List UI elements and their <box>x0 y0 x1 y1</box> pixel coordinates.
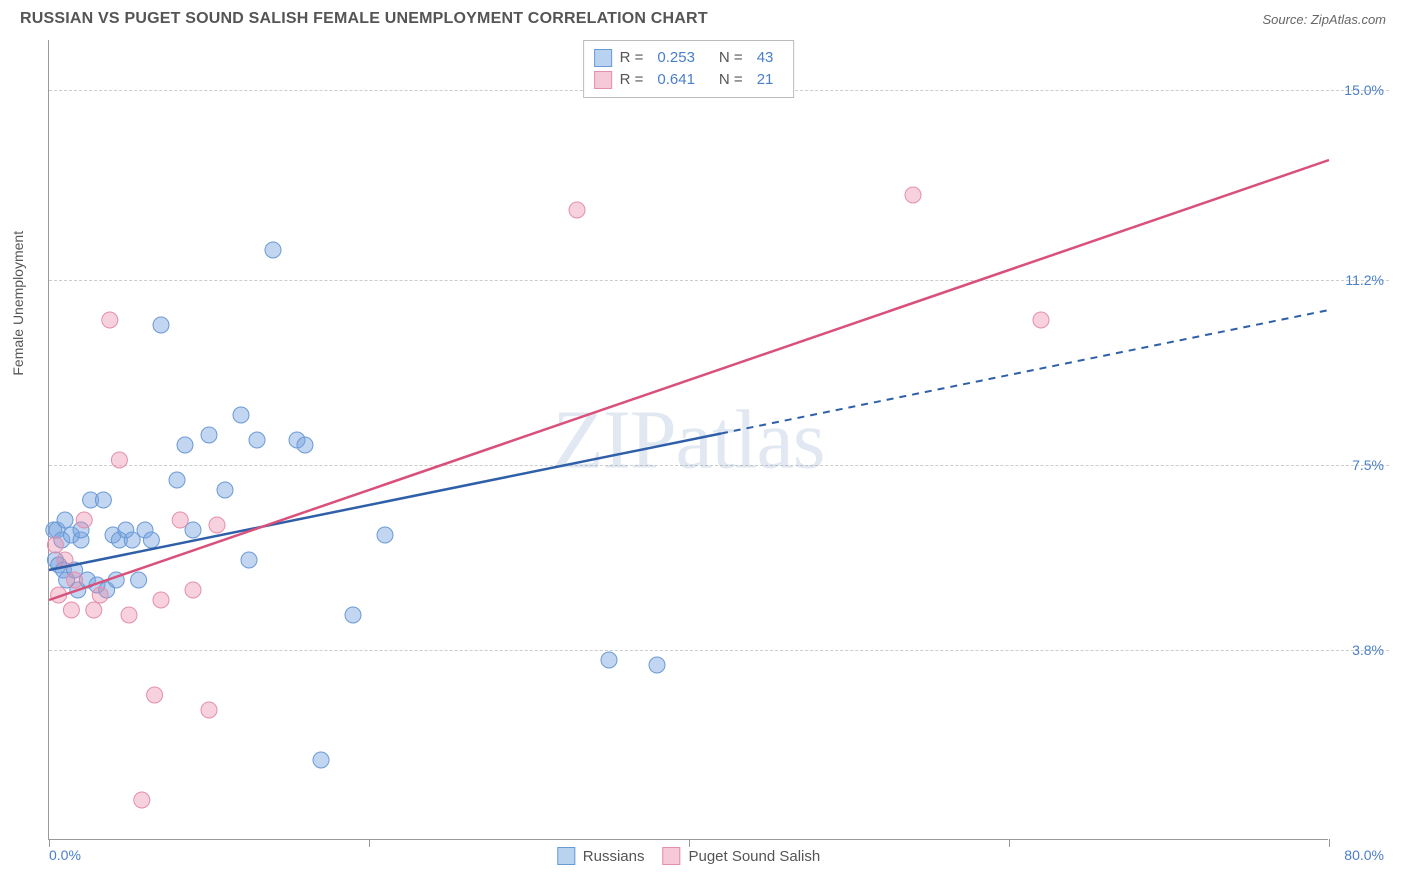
trend-line-dashed <box>721 310 1329 434</box>
scatter-point <box>297 437 313 453</box>
scatter-point <box>649 657 665 673</box>
scatter-point <box>313 752 329 768</box>
r-value: 0.641 <box>657 69 695 91</box>
legend-item: Puget Sound Salish <box>662 847 820 865</box>
x-axis-min-label: 0.0% <box>49 847 81 863</box>
scatter-point <box>76 512 92 528</box>
chart-source: Source: ZipAtlas.com <box>1262 12 1386 27</box>
n-label: N = <box>719 47 743 69</box>
scatter-point <box>67 572 83 588</box>
chart-header: RUSSIAN VS PUGET SOUND SALISH FEMALE UNE… <box>0 0 1406 34</box>
scatter-svg <box>49 40 1329 840</box>
scatter-point <box>233 407 249 423</box>
legend-item: Russians <box>557 847 645 865</box>
scatter-point <box>147 687 163 703</box>
plot-area: 3.8%7.5%11.2%15.0% ZIPatlas R =0.253N =4… <box>48 40 1328 840</box>
scatter-point <box>241 552 257 568</box>
scatter-point <box>169 472 185 488</box>
trend-line <box>49 434 721 571</box>
scatter-point <box>86 602 102 618</box>
chart-title: RUSSIAN VS PUGET SOUND SALISH FEMALE UNE… <box>20 10 708 28</box>
x-tick <box>1009 839 1010 847</box>
scatter-point <box>153 317 169 333</box>
scatter-point <box>111 452 127 468</box>
scatter-point <box>265 242 281 258</box>
scatter-point <box>57 512 73 528</box>
scatter-point <box>47 537 63 553</box>
scatter-point <box>377 527 393 543</box>
r-label: R = <box>620 69 644 91</box>
scatter-point <box>177 437 193 453</box>
scatter-point <box>63 602 79 618</box>
scatter-point <box>345 607 361 623</box>
legend-stats-box: R = 0.253 N = 43 R = 0.641 N = 21 <box>583 40 795 98</box>
scatter-point <box>102 312 118 328</box>
x-tick <box>689 839 690 847</box>
x-tick <box>49 839 50 847</box>
legend-swatch <box>557 847 575 865</box>
legend-stat-row: R = 0.253 N = 43 <box>594 47 780 69</box>
n-value: 43 <box>757 47 774 69</box>
y-axis-label: 3.8% <box>1352 642 1384 658</box>
y-axis-label: 7.5% <box>1352 457 1384 473</box>
scatter-point <box>201 427 217 443</box>
y-axis-label: 15.0% <box>1344 82 1384 98</box>
x-tick <box>369 839 370 847</box>
legend-label: Puget Sound Salish <box>688 848 820 865</box>
trend-line <box>49 160 1329 600</box>
legend-swatch <box>594 49 612 67</box>
legend-label: Russians <box>583 848 645 865</box>
scatter-point <box>92 587 108 603</box>
legend-swatch <box>662 847 680 865</box>
scatter-point <box>209 517 225 533</box>
scatter-point <box>131 572 147 588</box>
legend-swatch <box>594 71 612 89</box>
scatter-point <box>905 187 921 203</box>
scatter-point <box>134 792 150 808</box>
x-axis-max-label: 80.0% <box>1344 847 1384 863</box>
x-tick <box>1329 839 1330 847</box>
scatter-point <box>143 532 159 548</box>
scatter-point <box>95 492 111 508</box>
y-axis-title: Female Unemployment <box>10 231 26 376</box>
scatter-point <box>569 202 585 218</box>
r-label: R = <box>620 47 644 69</box>
scatter-point <box>153 592 169 608</box>
scatter-point <box>201 702 217 718</box>
chart-container: Female Unemployment 3.8%7.5%11.2%15.0% Z… <box>48 40 1388 840</box>
n-value: 21 <box>757 69 774 91</box>
y-axis-label: 11.2% <box>1345 272 1384 288</box>
scatter-point <box>121 607 137 623</box>
scatter-point <box>172 512 188 528</box>
r-value: 0.253 <box>657 47 695 69</box>
scatter-point <box>249 432 265 448</box>
legend-series: Russians Puget Sound Salish <box>557 847 820 865</box>
scatter-point <box>185 582 201 598</box>
scatter-point <box>601 652 617 668</box>
scatter-point <box>1033 312 1049 328</box>
legend-stat-row: R = 0.641 N = 21 <box>594 69 780 91</box>
scatter-point <box>217 482 233 498</box>
n-label: N = <box>719 69 743 91</box>
